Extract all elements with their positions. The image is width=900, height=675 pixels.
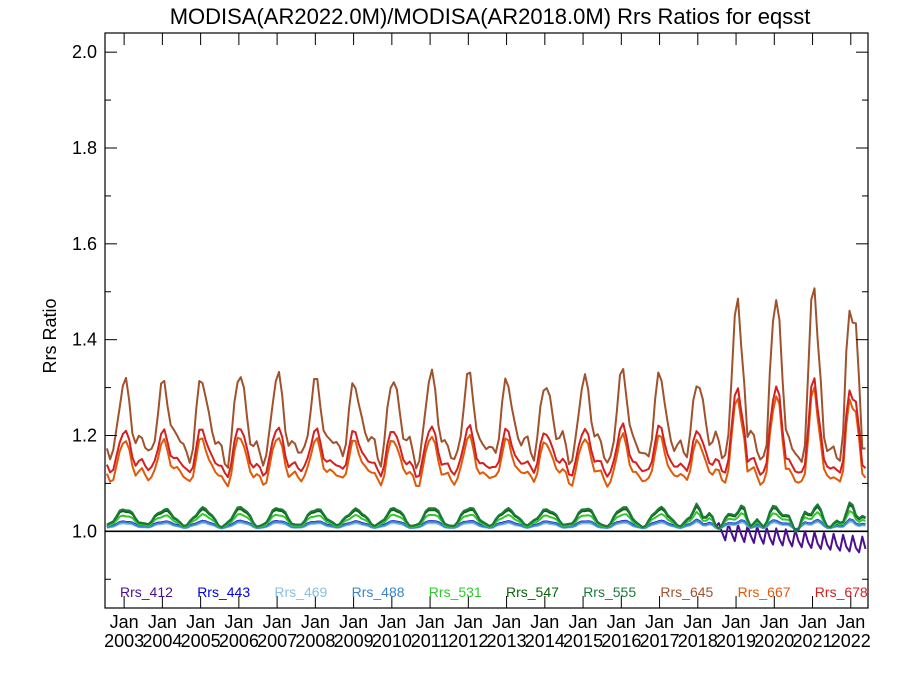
- x-tick-year: 2016: [601, 631, 641, 651]
- x-tick-month: Jan: [110, 612, 139, 632]
- legend-entry-rrs-547: Rrs_547: [506, 584, 559, 600]
- x-tick-month: Jan: [722, 612, 751, 632]
- legend-entry-rrs-469: Rrs_469: [274, 584, 327, 600]
- legend-entry-rrs-645: Rrs_645: [660, 584, 713, 600]
- x-tick-month: Jan: [569, 612, 598, 632]
- x-tick-year: 2004: [142, 631, 182, 651]
- x-tick-month: Jan: [224, 612, 253, 632]
- x-tick-year: 2003: [104, 631, 144, 651]
- x-tick-year: 2011: [411, 631, 450, 651]
- x-tick-month: Jan: [263, 612, 292, 632]
- y-axis: 1.0 1.2 1.4 1.6 1.8 2.0: [72, 42, 868, 580]
- x-tick-month: Jan: [416, 612, 445, 632]
- legend-entry-rrs-678: Rrs_678: [815, 584, 868, 600]
- y-tick-label: 1.4: [72, 330, 97, 350]
- legend-entry-rrs-443: Rrs_443: [197, 584, 250, 600]
- x-tick-year: 2014: [525, 631, 565, 651]
- y-tick-label: 2.0: [72, 42, 97, 62]
- y-tick-label: 1.6: [72, 234, 97, 254]
- legend: Rrs_412 Rrs_443 Rrs_469 Rrs_488 Rrs_531 Rrs_5…: [120, 584, 868, 600]
- x-tick-month: Jan: [339, 612, 368, 632]
- x-tick-month: Jan: [492, 612, 521, 632]
- series-line-rrs-488: [106, 518, 866, 531]
- legend-entry-rrs-667: Rrs_667: [738, 584, 791, 600]
- x-tick-month: Jan: [607, 612, 636, 632]
- x-tick-month: Jan: [530, 612, 559, 632]
- series-line-rrs-667: [105, 386, 867, 488]
- x-tick-month: Jan: [377, 612, 406, 632]
- x-tick-year: 2005: [181, 631, 221, 651]
- plot-frame: [104, 32, 869, 609]
- x-tick-year: 2009: [334, 631, 374, 651]
- x-tick-year: 2013: [487, 631, 527, 651]
- y-tick-label: 1.8: [72, 138, 97, 158]
- x-tick-month: Jan: [760, 612, 789, 632]
- x-tick-year: 2010: [372, 631, 412, 651]
- x-tick-year: 2006: [219, 631, 259, 651]
- series-line-rrs-531: [106, 510, 866, 532]
- plot-area: [105, 287, 868, 554]
- x-tick-year: 2015: [563, 631, 603, 651]
- x-tick-year: 2022: [831, 631, 871, 651]
- legend-entry-rrs-488: Rrs_488: [352, 584, 405, 600]
- legend-entry-rrs-412: Rrs_412: [120, 584, 173, 600]
- x-tick-year: 2020: [754, 631, 794, 651]
- x-tick-year: 2019: [716, 631, 756, 651]
- series-line-rrs-555: [106, 501, 866, 534]
- x-tick-month: Jan: [454, 612, 483, 632]
- x-tick-year: 2021: [793, 631, 833, 651]
- series-line-rrs-678: [105, 377, 867, 479]
- x-tick-month: Jan: [836, 612, 865, 632]
- x-tick-month: Jan: [683, 612, 712, 632]
- x-tick-year: 2012: [448, 631, 488, 651]
- x-tick-year: 2017: [640, 631, 680, 651]
- y-tick-label: 1.2: [72, 426, 97, 446]
- legend-entry-rrs-555: Rrs_555: [583, 584, 636, 600]
- x-tick-year: 2008: [295, 631, 335, 651]
- x-axis: Jan2003Jan2004Jan2005Jan2006Jan2007Jan20…: [104, 33, 871, 651]
- y-tick-label: 1.0: [72, 521, 97, 541]
- x-tick-month: Jan: [186, 612, 215, 632]
- x-tick-month: Jan: [645, 612, 674, 632]
- x-tick-month: Jan: [301, 612, 330, 632]
- y-axis-label: Rrs Ratio: [40, 298, 60, 373]
- x-tick-year: 2018: [678, 631, 718, 651]
- x-tick-month: Jan: [148, 612, 177, 632]
- chart-title: MODISA(AR2022.0M)/MODISA(AR2018.0M) Rrs …: [170, 4, 811, 29]
- x-tick-year: 2007: [257, 631, 297, 651]
- x-tick-month: Jan: [798, 612, 827, 632]
- legend-entry-rrs-531: Rrs_531: [429, 584, 482, 600]
- series-line-rrs-645: [105, 287, 866, 470]
